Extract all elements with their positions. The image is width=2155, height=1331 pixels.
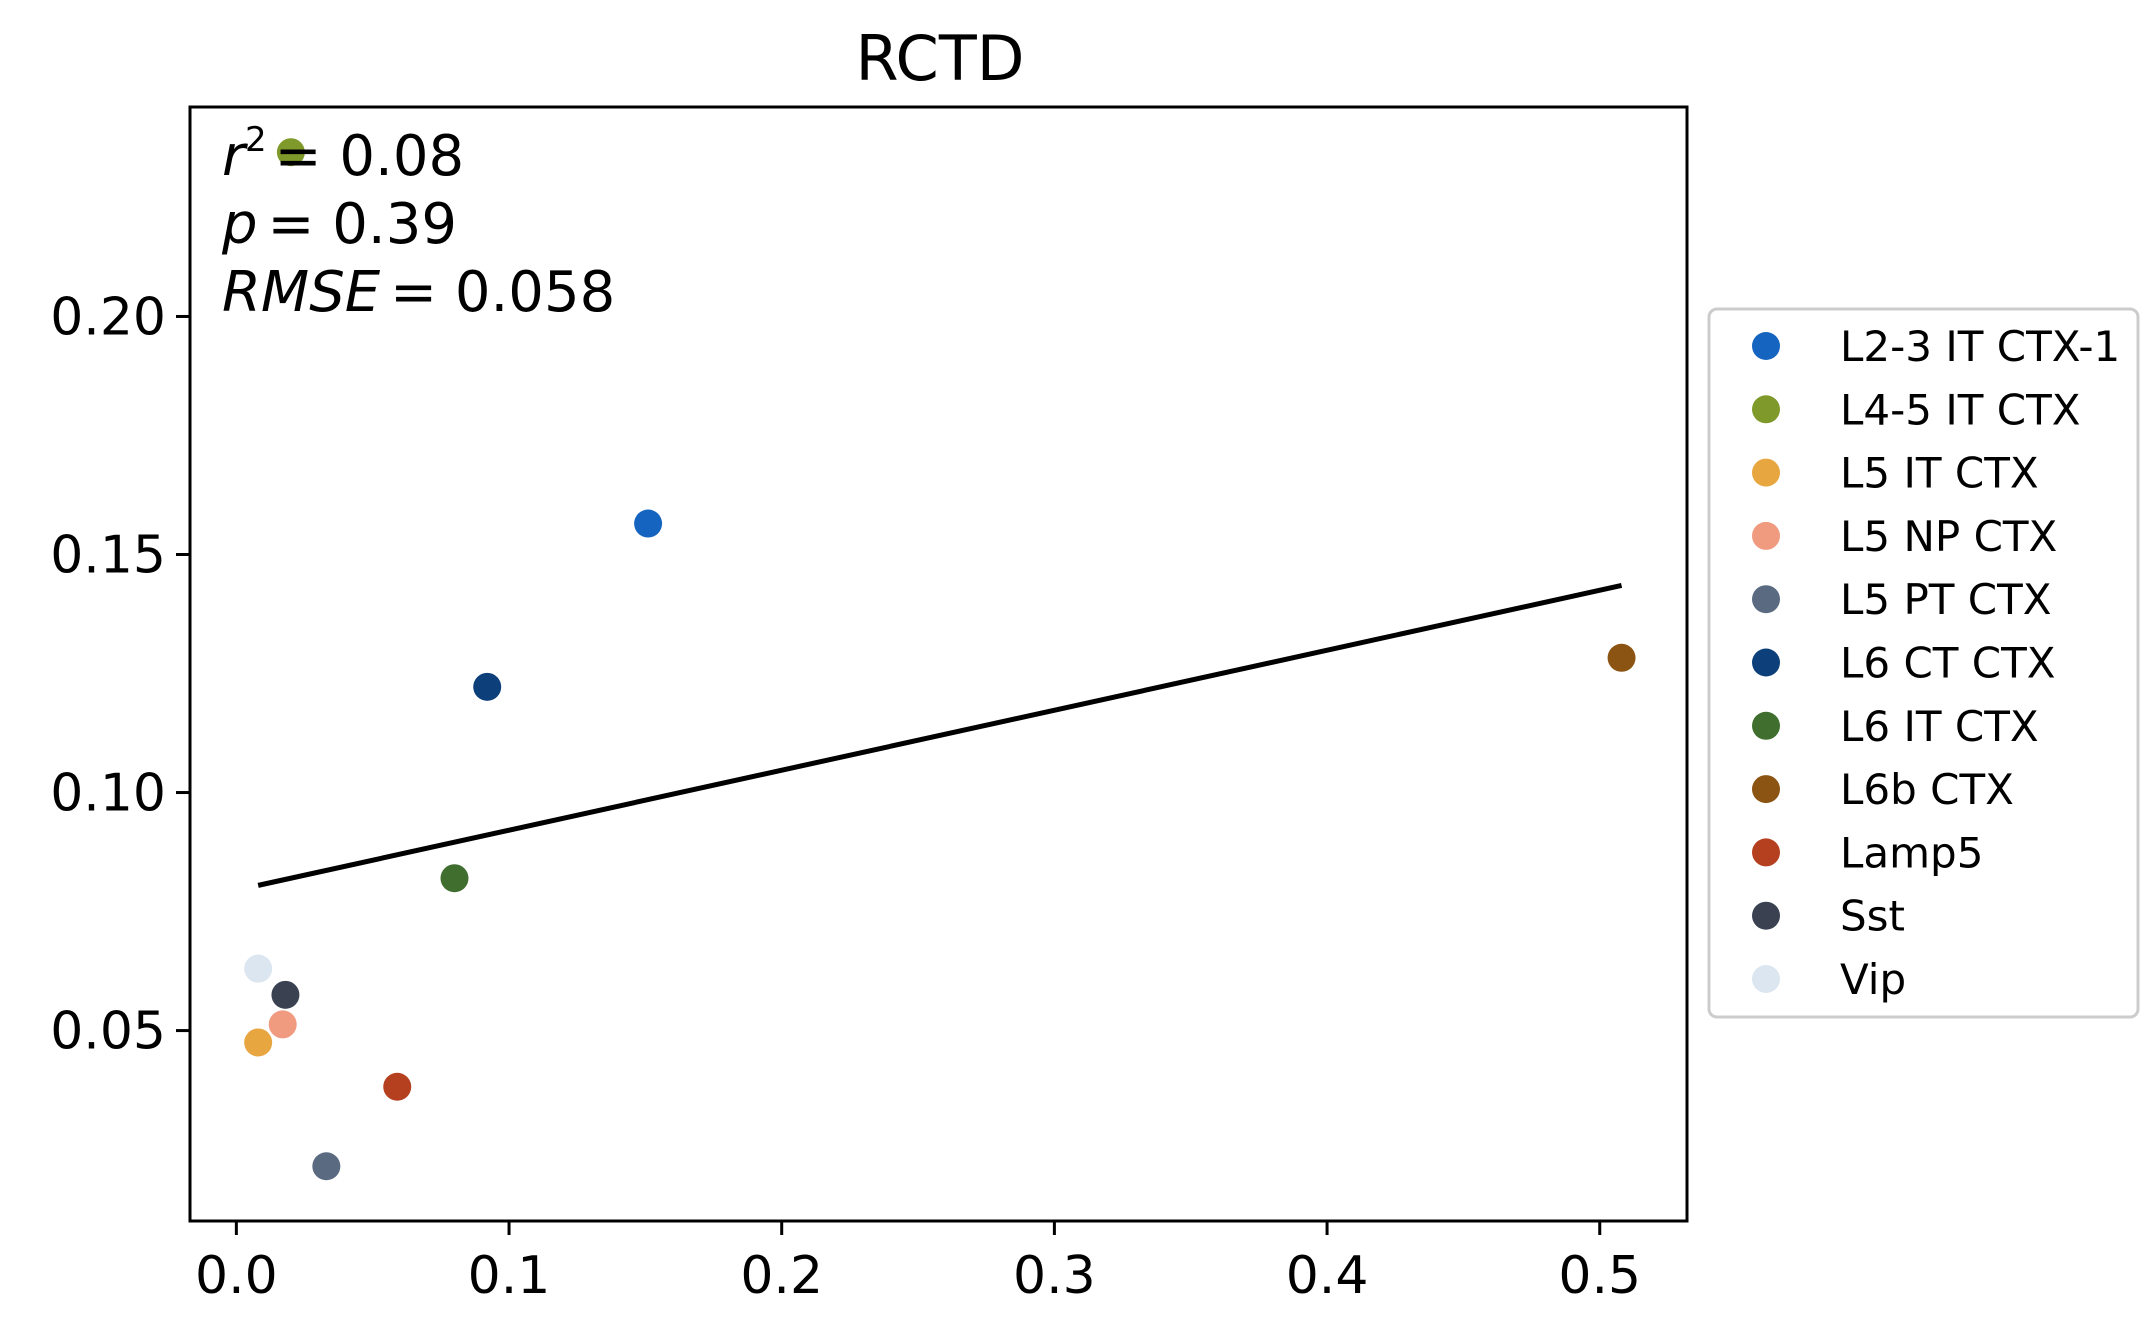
legend-label: L6 CT CTX	[1840, 639, 2056, 688]
legend-label: L5 NP CTX	[1840, 512, 2057, 561]
legend-label: L5 PT CTX	[1840, 575, 2052, 624]
data-point	[312, 1152, 341, 1181]
data-point	[244, 954, 273, 983]
legend-label: L6b CTX	[1840, 765, 2014, 814]
rmse-stat: RMSE = 0.058	[222, 260, 615, 325]
legend-marker	[1752, 775, 1780, 804]
legend-marker	[1752, 838, 1780, 867]
legend-marker	[1752, 332, 1780, 360]
legend-box	[1707, 307, 2140, 1019]
legend-label: L5 IT CTX	[1840, 449, 2039, 498]
regression-line	[257, 583, 1623, 888]
data-point	[271, 980, 300, 1009]
data-points	[244, 138, 1636, 1181]
y-tick-label: 0.10	[50, 764, 166, 824]
x-tick-label: 0.1	[468, 1246, 551, 1306]
stats-annotation: r2 = 0.08 p = 0.39 RMSE = 0.058	[221, 120, 615, 325]
legend-marker	[1752, 711, 1780, 740]
x-tick-label: 0.4	[1286, 1246, 1369, 1306]
legend-label: Lamp5	[1840, 828, 1983, 877]
legend-marker	[1752, 585, 1780, 614]
legend-label: Sst	[1840, 892, 1905, 941]
legend: L2-3 IT CTX-1 L4-5 IT CTX L5 IT CTX L5 NP C…	[1707, 307, 2140, 1019]
chart-title: RCTD	[856, 22, 1025, 95]
legend-marker	[1752, 458, 1780, 487]
x-tick-label: 0.0	[195, 1246, 278, 1306]
x-tick-label: 0.5	[1558, 1246, 1641, 1306]
data-point	[244, 1028, 273, 1057]
x-tick-label: 0.2	[740, 1246, 823, 1306]
y-tick-label: 0.20	[50, 287, 166, 347]
data-point	[383, 1072, 412, 1101]
legend-marker	[1752, 901, 1780, 930]
legend-marker	[1752, 521, 1780, 550]
legend-label: L6 IT CTX	[1840, 702, 2039, 751]
data-point	[268, 1010, 297, 1039]
x-tick-label: 0.3	[1013, 1246, 1096, 1306]
data-point	[276, 138, 305, 167]
legend-label: L4-5 IT CTX	[1840, 385, 2081, 434]
legend-marker	[1752, 395, 1780, 424]
legend-marker	[1752, 965, 1780, 993]
legend-marker	[1752, 648, 1780, 677]
legend-label: L2-3 IT CTX-1	[1840, 322, 2120, 371]
legend-label: Vip	[1840, 955, 1906, 1004]
r-squared-stat: r2 = 0.08	[222, 120, 464, 189]
plot-area	[188, 105, 1689, 1223]
data-point	[440, 864, 469, 893]
p-value-stat: p = 0.39	[221, 192, 457, 257]
y-axis: 0.05 0.10 0.15 0.20	[50, 287, 190, 1062]
y-tick-label: 0.05	[50, 1002, 166, 1062]
x-axis: 0.0 0.1 0.2 0.3 0.4 0.5	[195, 1221, 1641, 1306]
data-point	[634, 509, 663, 538]
y-tick-label: 0.15	[50, 526, 166, 586]
data-point	[1607, 643, 1636, 672]
data-point	[473, 672, 502, 701]
